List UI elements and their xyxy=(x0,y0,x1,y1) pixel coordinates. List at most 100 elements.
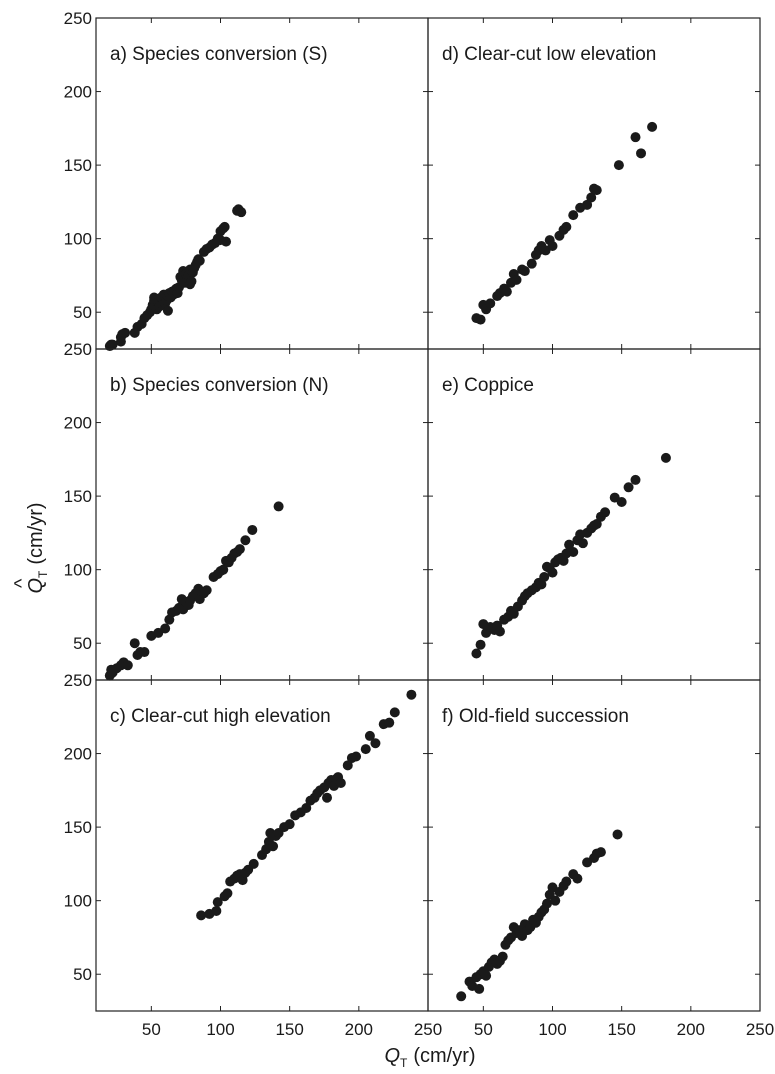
y-tick-label: 50 xyxy=(73,634,92,653)
panel-e-frame xyxy=(427,348,761,681)
x-tick-label: 200 xyxy=(345,1020,373,1039)
panel-b-point xyxy=(160,623,171,634)
panel-e-point xyxy=(539,572,550,583)
panel-a-point xyxy=(120,327,131,338)
panel-c: c) Clear-cut high elevation 50 100 150 200 25… xyxy=(64,671,443,1039)
y-tick-label: 250 xyxy=(64,9,92,28)
panel-f-point xyxy=(612,829,623,840)
panel-e-point xyxy=(591,519,602,530)
y-axis-title: QT (cm/yr) ^ xyxy=(11,502,50,593)
panel-d-point xyxy=(561,221,572,232)
y-axis-units: (cm/yr) xyxy=(25,502,47,564)
panel-e-point xyxy=(660,452,671,463)
panel-e-point xyxy=(630,474,641,485)
panel-c-point xyxy=(196,910,207,921)
svg-text:QT(cm/yr): QT (cm/yr) xyxy=(25,502,50,593)
panel-c-title: c) Clear-cut high elevation xyxy=(110,706,331,727)
panel-d-point xyxy=(586,192,597,203)
x-tick-label: 50 xyxy=(142,1020,161,1039)
y-tick-label: 50 xyxy=(73,965,92,984)
y-tick-label: 200 xyxy=(64,414,92,433)
y-axis-hat: ^ xyxy=(11,578,33,588)
y-axis-symbol: Q xyxy=(25,578,47,594)
panel-b-point xyxy=(139,647,150,658)
y-tick-label: 100 xyxy=(64,561,92,580)
panel-c-point xyxy=(335,777,346,788)
panel-d-point xyxy=(636,148,647,159)
panel-d-point xyxy=(613,160,624,171)
panel-b: b) Species conversion (N) 50 100 150 200 250 xyxy=(64,340,429,681)
panel-f-point xyxy=(572,873,583,884)
panel-e: e) Coppice xyxy=(427,348,761,681)
panel-f-frame xyxy=(427,679,761,1012)
panel-e-point xyxy=(568,547,579,558)
panel-e-point xyxy=(600,507,611,518)
panel-f-point xyxy=(474,983,485,994)
panel-c-point xyxy=(211,905,222,916)
x-tick-label: 250 xyxy=(746,1020,774,1039)
panel-e-point xyxy=(475,639,486,650)
panel-a-point xyxy=(221,236,232,247)
panel-d-point xyxy=(511,274,522,285)
panel-c-point xyxy=(360,744,371,755)
panel-a: a) Species conversion (S) 50 100 150 200 250 xyxy=(64,9,429,352)
panel-d-point xyxy=(526,258,537,269)
panel-b-point xyxy=(234,544,245,555)
panel-d-point xyxy=(647,121,658,132)
panel-c-point xyxy=(268,841,279,852)
y-tick-label: 250 xyxy=(64,671,92,690)
y-tick-label: 250 xyxy=(64,340,92,359)
y-tick-label: 150 xyxy=(64,818,92,837)
panel-a-frame xyxy=(95,17,429,350)
panel-f-title: f) Old-field succession xyxy=(442,706,629,727)
panel-e-point xyxy=(577,538,588,549)
panel-a-point xyxy=(107,339,118,350)
panel-b-frame xyxy=(95,348,429,681)
x-tick-label: 250 xyxy=(414,1020,442,1039)
panel-d-title: d) Clear-cut low elevation xyxy=(442,44,656,65)
panel-d-point xyxy=(519,266,530,277)
x-tick-label: 200 xyxy=(677,1020,705,1039)
panel-a-point xyxy=(194,255,205,266)
x-axis-units: (cm/yr) xyxy=(413,1045,475,1067)
x-tick-label: 100 xyxy=(538,1020,566,1039)
panel-d-frame xyxy=(427,17,761,350)
panel-c-point xyxy=(370,738,381,749)
panel-a-point xyxy=(162,305,173,316)
panel-e-point xyxy=(547,567,558,578)
panel-c-point xyxy=(212,897,223,908)
panel-a-point xyxy=(236,207,247,218)
panel-f: f) Old-field succession 50 100 150 200 250 xyxy=(427,679,774,1039)
panel-e-point xyxy=(616,496,627,507)
panel-b-point xyxy=(122,660,133,671)
panel-b-point xyxy=(240,535,251,546)
panel-c-point xyxy=(389,707,400,718)
x-axis-symbol: Q xyxy=(384,1045,400,1067)
panel-b-point xyxy=(247,524,258,535)
panel-b-point xyxy=(218,564,229,575)
panel-c-point xyxy=(342,760,353,771)
panel-a-point xyxy=(219,221,230,232)
panel-f-point xyxy=(481,970,492,981)
x-tick-label: 100 xyxy=(206,1020,234,1039)
y-tick-label: 150 xyxy=(64,487,92,506)
y-tick-label: 150 xyxy=(64,156,92,175)
panel-d-point xyxy=(501,286,512,297)
panel-c-point xyxy=(351,751,362,762)
panel-e-point xyxy=(623,482,634,493)
y-tick-label: 50 xyxy=(73,303,92,322)
panel-e-point xyxy=(494,626,505,637)
y-tick-label: 200 xyxy=(64,745,92,764)
panel-f-point xyxy=(550,895,561,906)
panel-b-point xyxy=(201,585,212,596)
y-tick-label: 100 xyxy=(64,892,92,911)
panel-c-point xyxy=(384,717,395,728)
panel-c-point xyxy=(301,802,312,813)
x-tick-label: 50 xyxy=(474,1020,493,1039)
panel-f-point xyxy=(497,951,508,962)
y-axis-subscript: T xyxy=(36,570,50,578)
panel-c-frame xyxy=(95,679,429,1012)
panel-e-point xyxy=(471,648,482,659)
x-axis-title: QT (cm/yr) xyxy=(384,1045,475,1070)
